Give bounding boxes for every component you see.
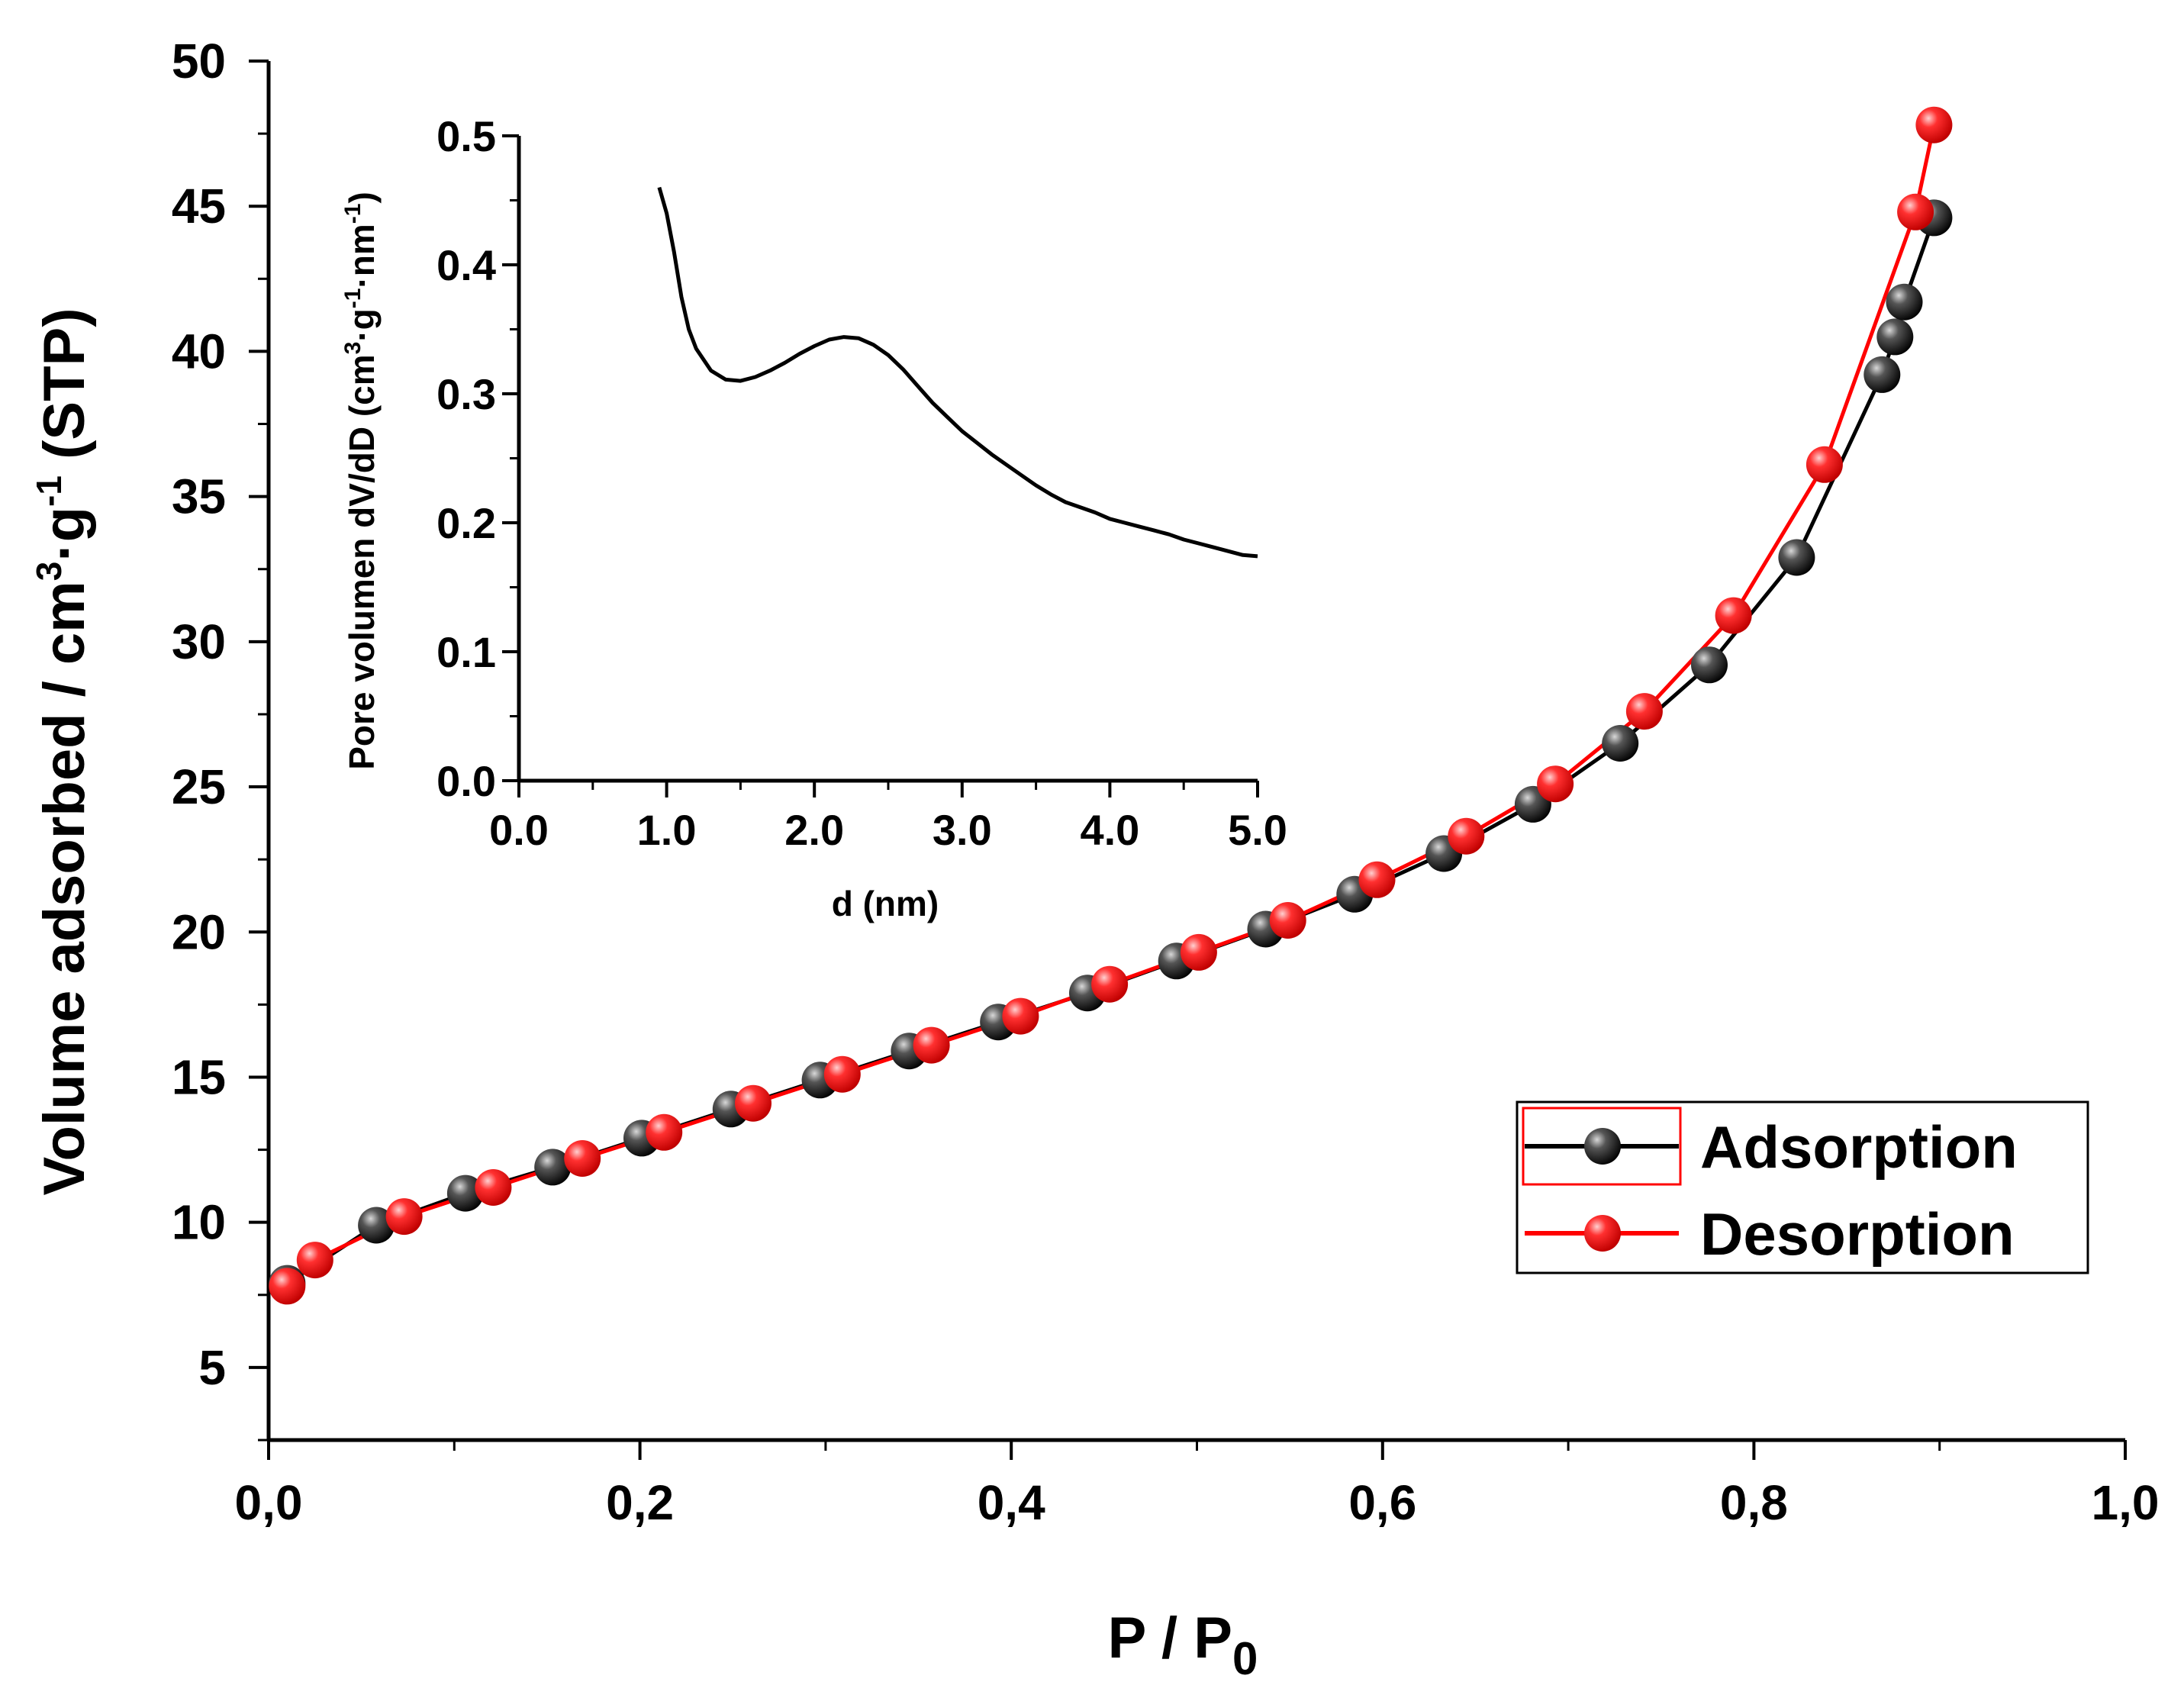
desorption-point [646,1113,683,1151]
adsorption-point [1778,539,1815,576]
main-y-axis-title-sup2: -1 [29,475,69,507]
adsorption-point [1602,725,1639,762]
main-y-tick-label-4: 25 [172,759,226,814]
desorption-point [269,1268,306,1305]
legend: Adsorption Desorption [1516,1100,2089,1274]
main-x-tick-label-1: 0,2 [606,1475,674,1530]
inset-plot: 0.0 1.0 2.0 3.0 4.0 5.0 0.0 0.1 0.2 0.3 0.4 0.5 d … [340,112,1287,923]
inset-y-tick-label-0: 0.0 [436,757,496,805]
inset-y-axis-title-sup1: 3 [340,342,366,355]
main-y-tick-label-5: 30 [172,614,226,669]
legend-adsorption-label: Adsorption [1700,1113,2018,1181]
desorption-point [735,1084,771,1122]
main-y-tick-label-0: 5 [198,1340,226,1395]
main-x-tick-label-5: 1,0 [2092,1475,2160,1530]
inset-x-axis-title: d (nm) [832,884,939,923]
legend-selection-box [1522,1107,1682,1186]
main-y-tick-label-2: 15 [172,1049,226,1104]
inset-x-tick-label-4: 4.0 [1080,806,1139,854]
desorption-point [296,1242,333,1279]
legend-desorption-marker [1584,1215,1621,1252]
adsorption-point [358,1207,395,1244]
inset-y-axis-title-end: ) [342,192,382,203]
desorption-point [1715,597,1752,634]
inset-y-axis-title: Pore volumen dV/dD (cm3·g-1·nm-1) [340,192,382,770]
inset-x-tick-label-1: 1.0 [637,806,697,854]
adsorption-point [534,1149,572,1186]
main-y-axis-title-mid: ·g [32,507,97,562]
main-x-tick-label-0: 0,0 [235,1475,303,1530]
main-y-tick-label-6: 35 [172,469,226,524]
main-x-axis-title: P / P0 [1108,1606,1258,1684]
inset-x-tick-label-0: 0.0 [489,806,549,854]
desorption-point [913,1026,950,1064]
desorption-point [564,1140,601,1177]
adsorption-point [1886,283,1923,321]
inset-y-axis-title-sup3: -1 [340,204,366,224]
inset-x-ticks: 0.0 1.0 2.0 3.0 4.0 5.0 [489,781,1287,854]
desorption-point [1180,933,1217,971]
desorption-point [1537,765,1574,803]
adsorption-point [1863,356,1901,393]
inset-y-tick-label-2: 0.2 [436,499,496,547]
main-x-axis-title-text: P / P [1108,1606,1232,1671]
adsorption-point [446,1174,484,1212]
desorption-point [1806,446,1843,483]
inset-x-tick-label-3: 3.0 [933,806,992,854]
inset-y-ticks: 0.0 0.1 0.2 0.3 0.4 0.5 [436,112,519,805]
inset-y-axis-title-mid1: ·g [342,308,382,341]
main-y-axis-title-end: (STP) [32,308,97,475]
inset-x-tick-label-2: 2.0 [784,806,844,854]
main-x-tick-label-3: 0,6 [1348,1475,1416,1530]
main-y-axis-title: Volume adsorbed / cm3·g-1 (STP) [29,308,97,1195]
desorption-point [1002,997,1039,1035]
desorption-point [1897,193,1934,230]
inset-y-tick-label-5: 0.5 [436,112,496,160]
main-series [269,106,1953,1305]
main-y-tick-label-1: 10 [172,1195,226,1250]
adsorption-point [1876,318,1914,356]
main-y-tick-label-9: 50 [172,34,226,89]
inset-y-tick-label-3: 0.3 [436,370,496,418]
desorption-point [475,1169,512,1206]
inset-axes [517,136,1258,783]
inset-y-tick-label-1: 0.1 [436,628,496,676]
inset-y-axis-title-text: Pore volumen dV/dD (cm [342,354,382,769]
inset-series [657,186,1258,559]
desorption-point [1448,817,1485,855]
desorption-point [1915,106,1953,143]
desorption-point [823,1055,861,1093]
main-y-tick-label-7: 40 [172,324,226,379]
legend-adsorption-marker [1584,1128,1621,1165]
main-x-tick-label-2: 0,4 [978,1475,1045,1530]
inset-y-tick-label-4: 0.4 [436,241,496,289]
legend-item-adsorption: Adsorption [1525,1113,2018,1181]
legend-item-desorption: Desorption [1525,1200,2015,1268]
main-y-axis-title-sup1: 3 [29,562,69,582]
pore-size-distribution-line [657,186,1258,559]
main-y-axis-title-text: Volume adsorbed / cm [32,581,97,1195]
main-y-tick-label-3: 20 [172,904,226,959]
desorption-point [1091,965,1129,1003]
main-x-tick-label-4: 0,8 [1720,1475,1788,1530]
legend-desorption-label: Desorption [1700,1200,2015,1268]
desorption-point [1269,902,1306,939]
main-x-axis-title-subscript: 0 [1232,1633,1258,1684]
main-x-ticks: 0,0 0,2 0,4 0,6 0,8 1,0 [235,1440,2160,1530]
inset-y-axis-title-mid2: ·nm [342,224,382,288]
inset-x-tick-label-5: 5.0 [1228,806,1287,854]
adsorption-point [1691,646,1728,684]
desorption-point [385,1198,423,1236]
inset-y-axis-title-sup2: -1 [340,288,366,309]
desorption-point [1625,693,1663,730]
desorption-point [1358,861,1396,898]
main-y-tick-label-8: 45 [172,179,226,234]
main-y-ticks: 5 10 15 20 25 30 35 40 45 50 [172,34,269,1442]
